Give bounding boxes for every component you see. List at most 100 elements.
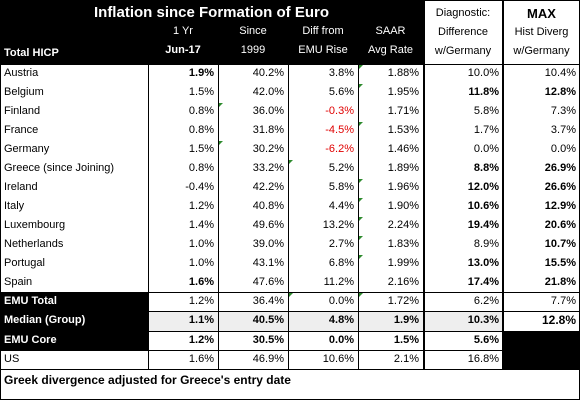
table-cell: 1.7%: [473, 124, 499, 136]
table-cell: 46.9%: [252, 353, 284, 365]
table-cell: 1.95%: [387, 86, 419, 98]
table-cell: 30.2%: [252, 143, 284, 155]
country-label: Ireland: [4, 181, 38, 193]
table-cell: 12.0%: [467, 181, 499, 193]
table-cell: 1.5%: [188, 143, 214, 155]
table-cell: 0.8%: [188, 124, 214, 136]
table-cell: 47.6%: [252, 276, 284, 288]
header-background: [0, 0, 423, 64]
table-cell: 2.1%: [393, 353, 419, 365]
table-cell: 10.6%: [322, 353, 354, 365]
table-cell: 10.3%: [423, 311, 503, 331]
comment-indicator-icon: [359, 179, 363, 183]
comment-indicator-icon: [359, 198, 363, 202]
table-cell: 1.89%: [387, 162, 419, 174]
table-cell: 10.6%: [467, 200, 499, 212]
table-cell: 21.8%: [544, 276, 576, 288]
table-cell: 8.9%: [473, 238, 499, 250]
country-label: Netherlands: [4, 238, 64, 250]
table-cell: 10.4%: [544, 67, 576, 79]
table-cell: 1.71%: [387, 105, 419, 117]
comment-indicator-icon: [359, 236, 363, 240]
table-cell: 1.0%: [188, 257, 214, 269]
diagnostic-header: Difference: [438, 26, 488, 38]
table-cell: 3.8%: [328, 67, 354, 79]
table-cell: 1.5%: [188, 86, 214, 98]
table-cell: 15.5%: [544, 257, 576, 269]
table-cell: 19.4%: [467, 219, 499, 231]
comment-indicator-icon: [289, 160, 293, 164]
comment-indicator-icon: [359, 65, 363, 69]
table-cell: 0.8%: [188, 105, 214, 117]
table-cell: 4.4%: [328, 200, 354, 212]
summary-label: EMU Total: [0, 292, 148, 311]
country-label: Germany: [4, 143, 50, 155]
max-divergence-header: MAX: [527, 6, 556, 21]
table-cell: 11.8%: [468, 86, 499, 98]
table-cell: 26.9%: [544, 162, 576, 174]
comment-indicator-icon: [359, 122, 363, 126]
table-cell: 0.0%: [328, 295, 354, 307]
country-label: Luxembourg: [4, 219, 66, 231]
row-divider: [0, 369, 580, 370]
max-divergence-header: Hist Diverg: [514, 26, 569, 38]
table-cell: 42.2%: [252, 181, 284, 193]
table-cell: -6.2%: [325, 143, 354, 155]
row-divider: [0, 311, 580, 312]
table-cell: 40.2%: [252, 67, 284, 79]
table-cell: 12.8%: [541, 313, 576, 327]
comment-indicator-icon: [359, 84, 363, 88]
column-divider: [0, 0, 1, 400]
table-cell: 0.8%: [188, 162, 214, 174]
table-cell: 26.6%: [544, 181, 576, 193]
table-cell: 5.6%: [328, 86, 354, 98]
empty-black-block: [503, 331, 580, 369]
row-divider: [0, 292, 580, 293]
table-cell: 1.90%: [387, 200, 419, 212]
country-label: Austria: [4, 67, 39, 79]
table-cell: 1.9%: [358, 311, 423, 331]
column-divider: [502, 0, 503, 369]
country-label: Italy: [4, 200, 25, 212]
comment-indicator-icon: [219, 141, 223, 145]
total-hicp-label: Total HICP: [4, 47, 59, 59]
country-label: Spain: [4, 276, 33, 288]
table-cell: 20.6%: [544, 219, 576, 231]
table-cell: 11.2%: [323, 276, 354, 288]
table-cell: 5.2%: [328, 162, 354, 174]
summary-label: US: [4, 353, 20, 365]
column-header-c3: Diff from: [302, 25, 344, 37]
comment-indicator-icon: [359, 217, 363, 221]
table-cell: 1.6%: [188, 353, 214, 365]
table-cell: 10.7%: [544, 238, 576, 250]
country-label: Greece (since Joining): [4, 162, 115, 174]
column-divider: [423, 0, 424, 369]
table-cell: 1.6%: [188, 276, 214, 288]
table-cell: 4.8%: [288, 311, 358, 331]
table-cell: 1.4%: [188, 219, 214, 231]
table-cell: 31.8%: [252, 124, 284, 136]
table-cell: 2.16%: [387, 276, 419, 288]
table-cell: 0.0%: [473, 143, 499, 155]
table-cell: 10.0%: [467, 67, 499, 79]
column-header-c4: SAAR: [375, 25, 406, 37]
table-cell: 42.0%: [252, 86, 284, 98]
column-header-c1: 1 Yr: [173, 25, 193, 37]
table-cell: -0.4%: [185, 181, 214, 193]
table-cell: 1.83%: [387, 238, 419, 250]
table-cell: 13.2%: [322, 219, 354, 231]
footnote: Greek divergence adjusted for Greece's e…: [4, 373, 291, 387]
table-cell: 1.88%: [387, 67, 419, 79]
table-cell: 2.24%: [387, 219, 419, 231]
comment-indicator-icon: [289, 293, 293, 297]
comment-indicator-icon: [219, 103, 223, 107]
table-cell: 7.7%: [550, 295, 576, 307]
table-cell: 40.5%: [218, 311, 288, 331]
comment-indicator-icon: [359, 293, 363, 297]
table-cell: 7.3%: [550, 105, 576, 117]
column-header-c2: Since: [239, 25, 267, 37]
table-cell: 36.4%: [252, 295, 284, 307]
table-cell: 43.1%: [252, 257, 284, 269]
table-cell: 1.1%: [148, 311, 218, 331]
